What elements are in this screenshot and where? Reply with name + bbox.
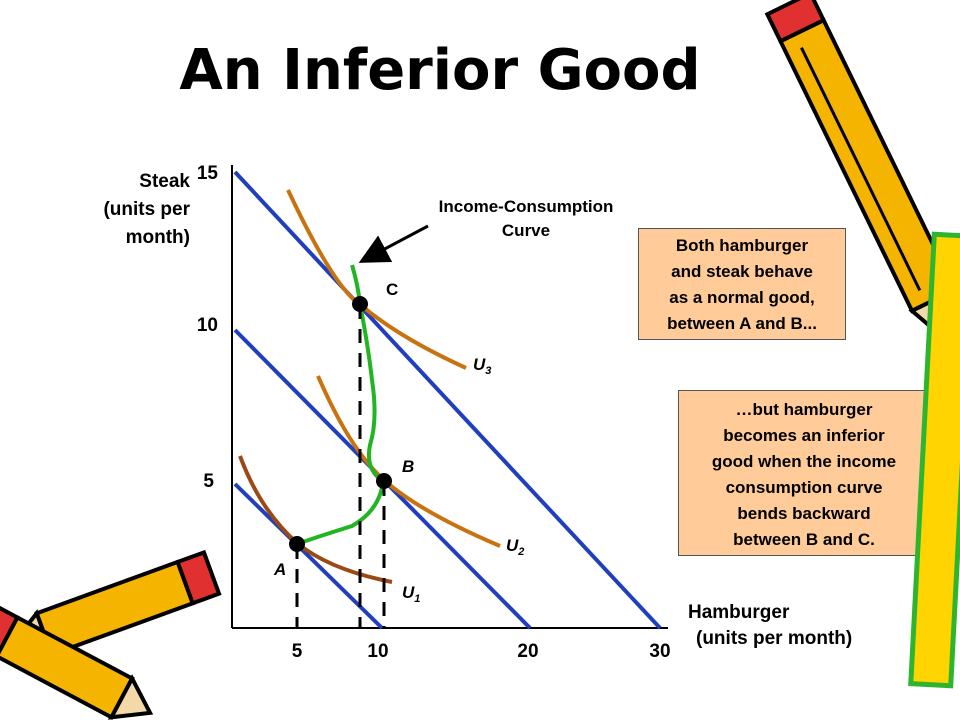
note-inferior-good: …but hamburger becomes an inferior good …: [678, 390, 930, 556]
x-tick-10: 10: [367, 641, 388, 662]
label-u2: U2: [506, 536, 524, 558]
point-label-c: C: [386, 280, 398, 299]
note-normal-good-line-3: as a normal good,: [669, 288, 815, 307]
budget-line-1: [233, 482, 384, 630]
y-axis-label-line-3: month): [125, 227, 190, 248]
note-normal-good-line-2: and steak behave: [671, 262, 813, 281]
note-normal-good-line-1: Both hamburger: [675, 236, 809, 255]
point-c: [352, 296, 368, 312]
x-tick-5: 5: [292, 641, 303, 662]
label-u3: U3: [473, 355, 491, 377]
label-u1: U1: [402, 583, 420, 605]
y-axis-label-line-1: Steak: [139, 171, 190, 192]
note-normal-good: Both hamburger and steak behave as a nor…: [638, 228, 846, 340]
pencil-icon: [908, 231, 960, 689]
point-label-a: A: [273, 560, 286, 579]
indifference-curve-u3: [286, 189, 467, 370]
x-tick-20: 20: [517, 641, 538, 662]
budget-line-3: [233, 170, 662, 630]
y-tick-5: 5: [203, 471, 214, 492]
note-normal-good-line-4: between A and B...: [667, 314, 817, 333]
icc-label-line-1: Income-Consumption: [439, 197, 614, 216]
pencil-icon: [0, 601, 154, 720]
y-axis-label-line-2: (units per: [103, 199, 190, 220]
note-inferior-good-line-3: good when the income: [711, 452, 897, 471]
point-label-b: B: [402, 457, 414, 476]
note-inferior-good-line-1: …but hamburger: [735, 400, 873, 419]
point-b: [376, 473, 392, 489]
point-a: [289, 536, 305, 552]
icc-label-line-2: Curve: [502, 221, 550, 240]
slide-title: An Inferior Good: [179, 38, 701, 103]
note-inferior-good-line-2: becomes an inferior: [723, 426, 885, 445]
y-tick-15: 15: [197, 163, 219, 184]
note-inferior-good-line-6: between B and C.: [733, 530, 875, 549]
x-axis-label-line-2: (units per month): [696, 628, 852, 649]
x-axis-label-line-1: Hamburger: [688, 602, 790, 623]
note-inferior-good-line-4: consumption curve: [725, 478, 883, 497]
y-axis-label: Steak (units per month): [70, 168, 190, 252]
note-inferior-good-line-5: bends backward: [737, 504, 871, 523]
y-tick-10: 10: [197, 315, 218, 336]
x-tick-30: 30: [649, 641, 670, 662]
icc-arrow: [358, 224, 429, 263]
